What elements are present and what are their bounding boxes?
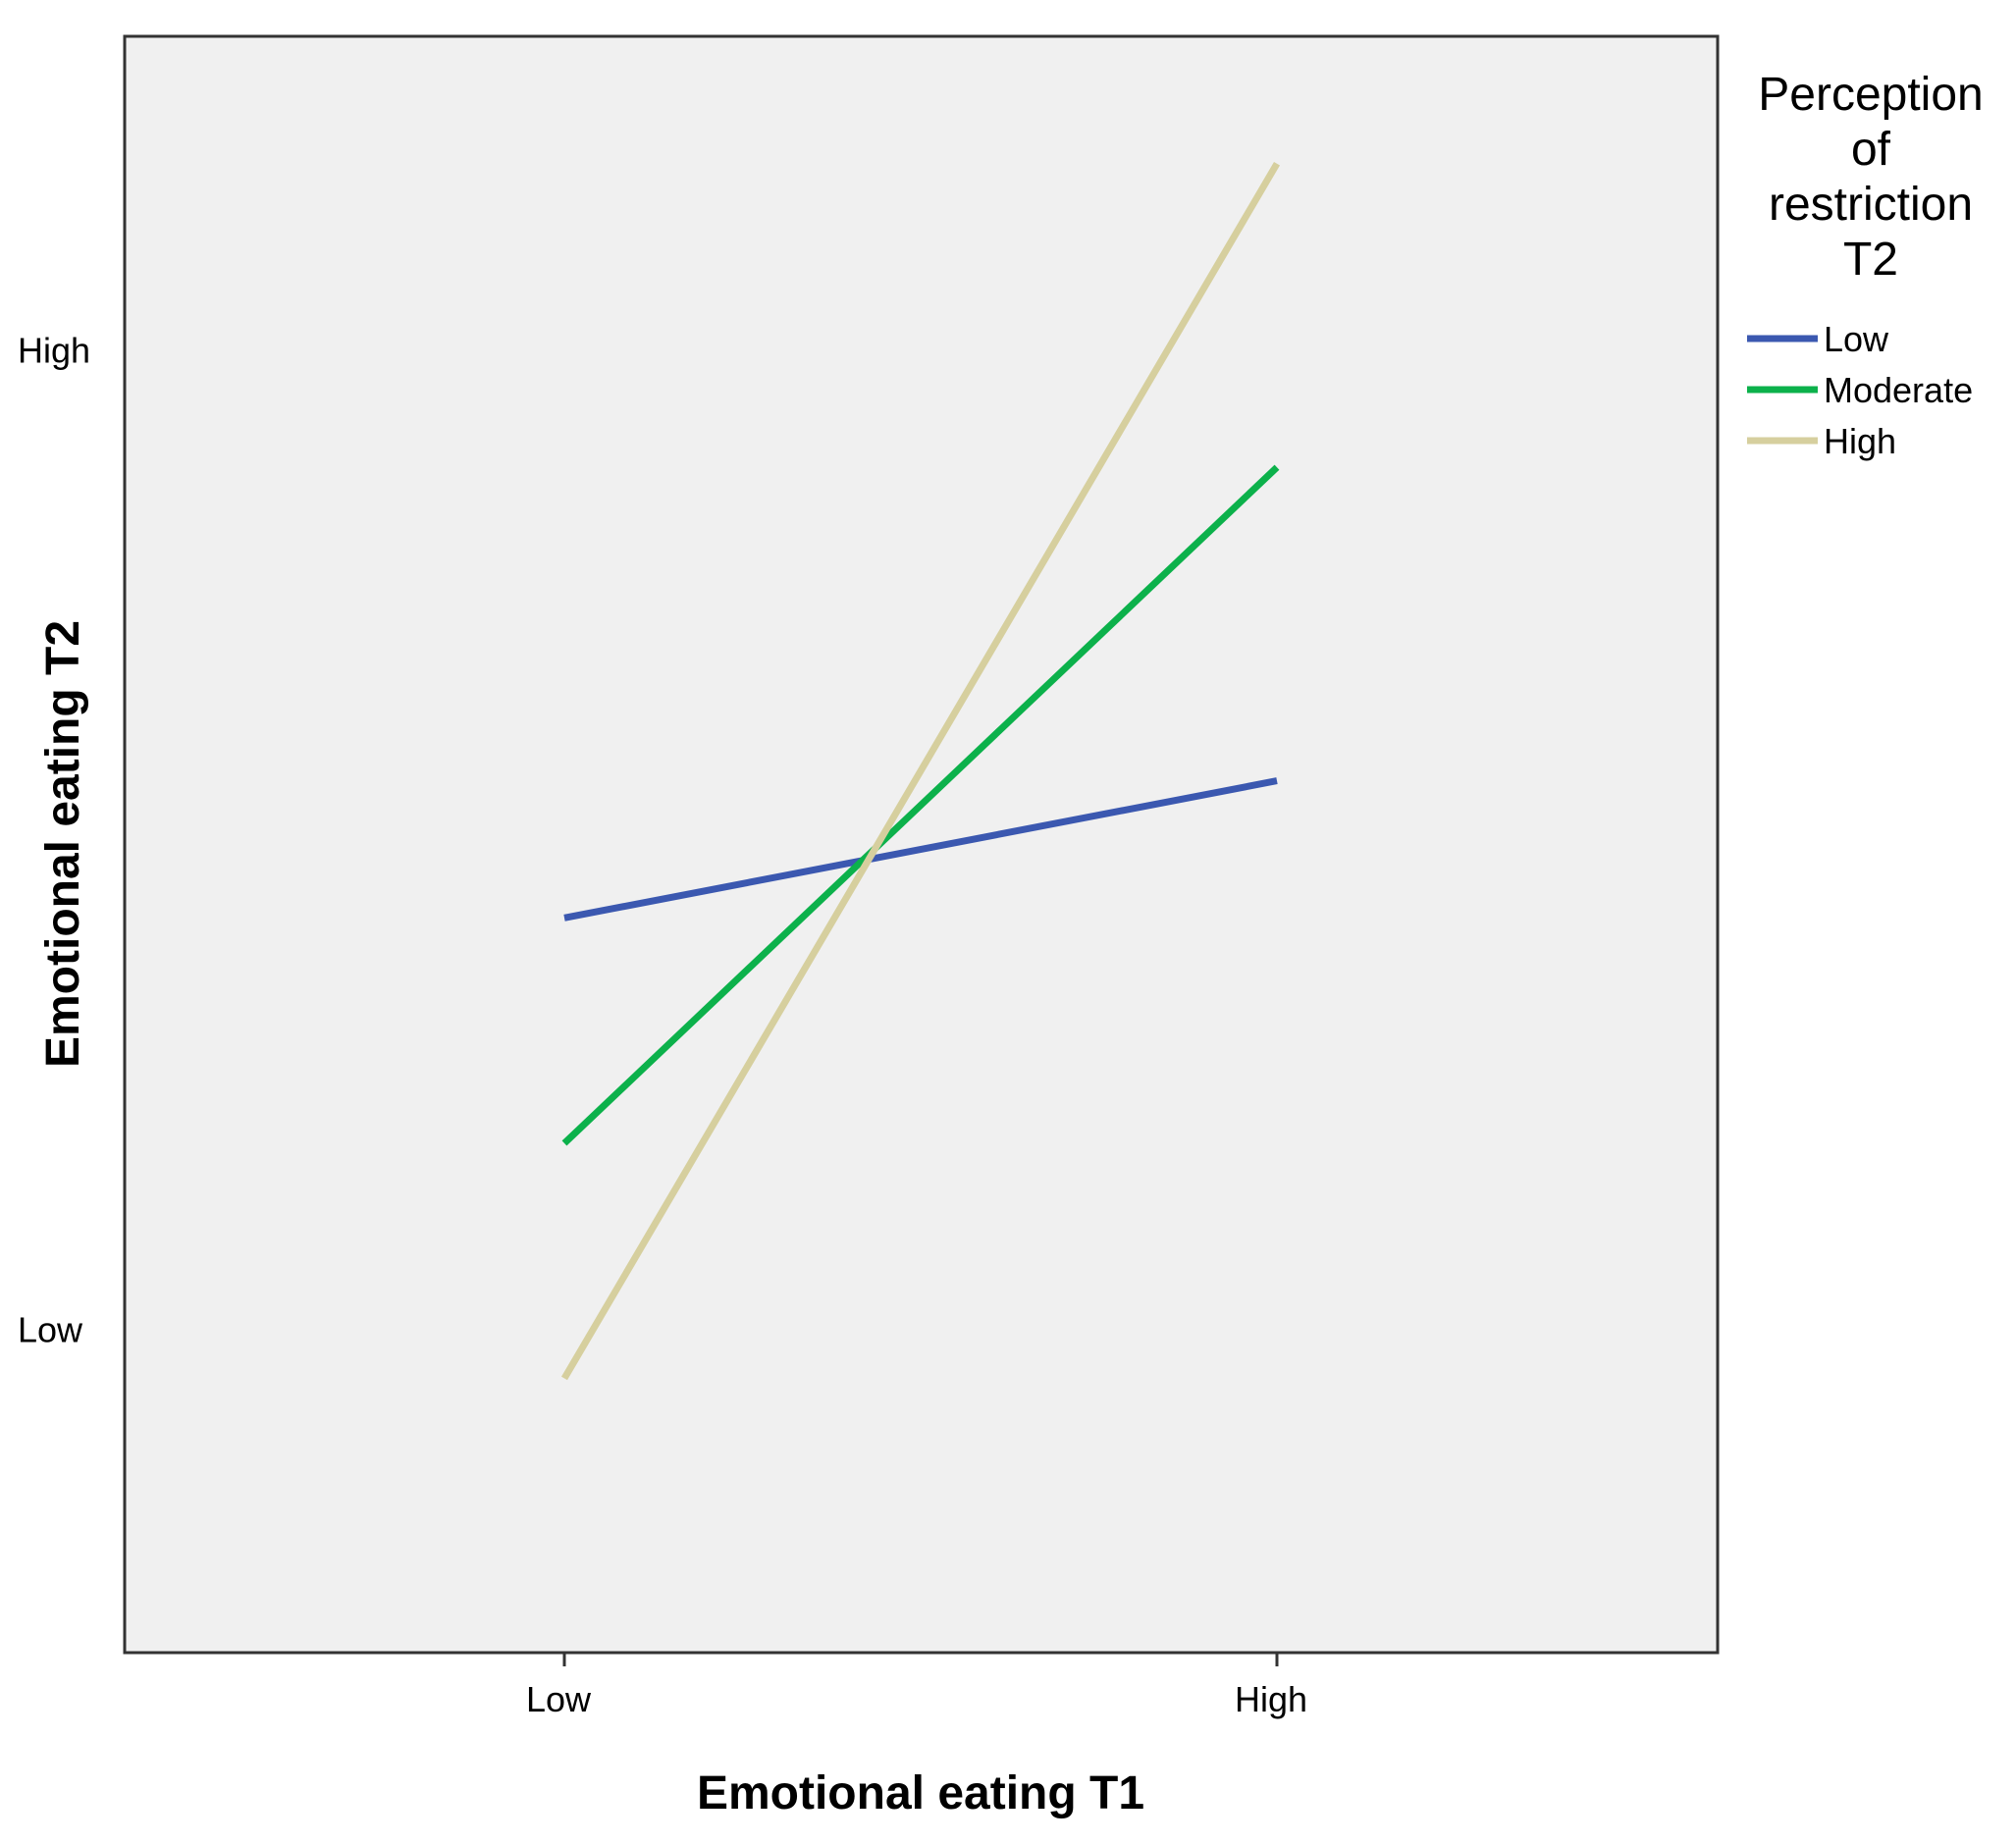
legend-title-line: restriction bbox=[1769, 179, 1973, 231]
legend-title-line: Perception bbox=[1758, 69, 1983, 121]
legend-label-moderate: Moderate bbox=[1824, 370, 1973, 410]
legend-title-line: of bbox=[1851, 124, 1891, 176]
legend-label-low: Low bbox=[1824, 319, 1889, 359]
legend-title-line: T2 bbox=[1843, 234, 1898, 286]
x-tick-label: High bbox=[1235, 1679, 1307, 1719]
series-line-low bbox=[563, 777, 1278, 922]
series-line-high bbox=[560, 161, 1281, 1381]
series-layer bbox=[560, 161, 1281, 1381]
legend-items: Low Moderate High bbox=[1747, 319, 1973, 461]
x-axis-ticks: Low High bbox=[526, 1653, 1307, 1719]
y-tick-label: High bbox=[18, 330, 90, 370]
y-tick-label: Low bbox=[18, 1310, 83, 1350]
plot-area bbox=[123, 34, 1720, 1655]
series-line-moderate bbox=[561, 464, 1280, 1146]
y-axis-ticks: Low High bbox=[18, 330, 90, 1349]
x-tick-label: Low bbox=[526, 1679, 592, 1719]
x-axis-title: Emotional eating T1 bbox=[697, 1767, 1144, 1819]
legend-label-high: High bbox=[1824, 421, 1896, 461]
y-axis-title: Emotional eating T2 bbox=[37, 620, 89, 1068]
